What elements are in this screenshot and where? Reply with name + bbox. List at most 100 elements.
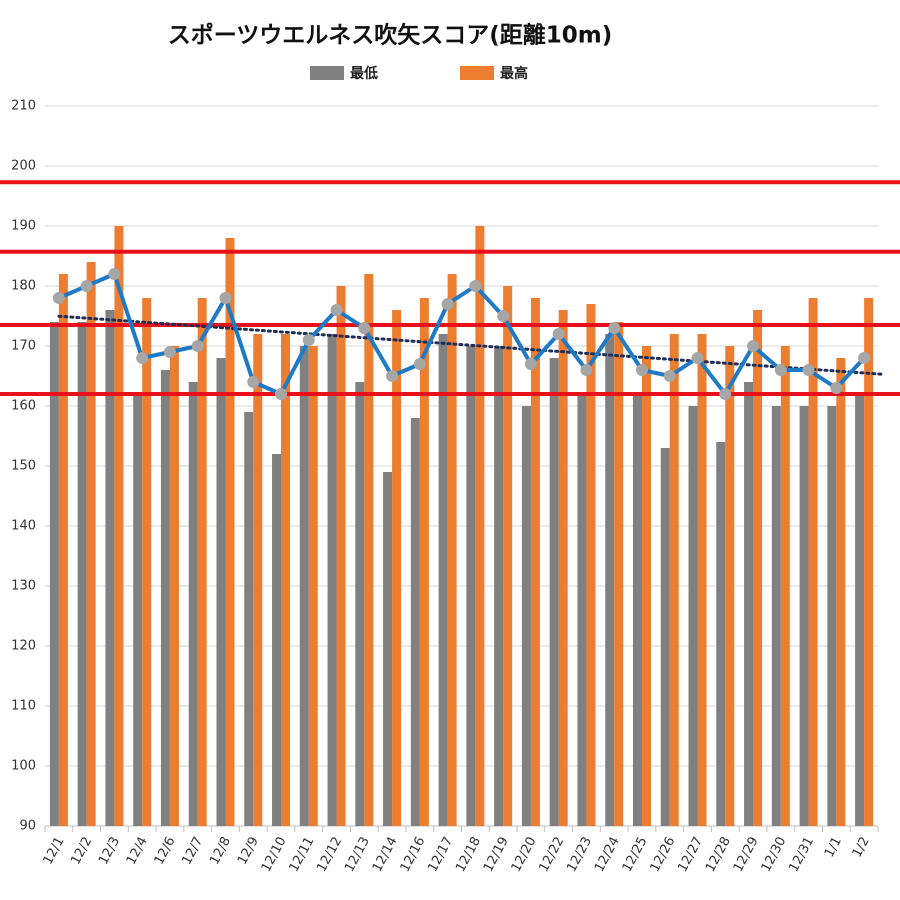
line-marker bbox=[774, 364, 787, 376]
line-marker bbox=[663, 370, 676, 382]
y-tick-label: 180 bbox=[11, 279, 36, 294]
x-tick-label: 12/28 bbox=[703, 834, 734, 874]
line-marker bbox=[497, 310, 510, 322]
bar bbox=[327, 334, 337, 826]
y-tick-label: 130 bbox=[11, 579, 36, 594]
x-tick-label: 12/14 bbox=[370, 834, 401, 874]
line-marker bbox=[219, 292, 232, 304]
bar bbox=[688, 406, 698, 826]
y-tick-label: 160 bbox=[11, 399, 36, 414]
bar bbox=[725, 346, 735, 826]
bar bbox=[836, 358, 846, 826]
bar bbox=[308, 346, 318, 826]
y-tick-label: 190 bbox=[11, 219, 36, 234]
bar bbox=[780, 346, 790, 826]
bar bbox=[808, 298, 818, 826]
bar bbox=[521, 406, 531, 826]
bar bbox=[753, 310, 763, 826]
line-marker bbox=[747, 340, 760, 352]
y-tick-label: 90 bbox=[19, 819, 36, 834]
bar bbox=[77, 322, 87, 826]
x-tick-label: 12/18 bbox=[453, 834, 484, 874]
x-tick-label: 12/2 bbox=[68, 834, 95, 867]
bar bbox=[410, 418, 420, 826]
x-tick-label: 12/3 bbox=[96, 834, 123, 867]
bar bbox=[632, 394, 642, 826]
line-marker bbox=[691, 352, 704, 364]
x-tick-label: 12/23 bbox=[564, 834, 595, 874]
bar bbox=[197, 298, 207, 826]
line-marker bbox=[191, 340, 204, 352]
legend-swatch bbox=[310, 66, 344, 80]
bar bbox=[86, 262, 96, 826]
bar bbox=[641, 346, 651, 826]
x-tick-label: 12/13 bbox=[342, 834, 373, 874]
line-marker bbox=[441, 298, 454, 310]
bar bbox=[336, 286, 346, 826]
bar bbox=[669, 334, 679, 826]
bar bbox=[503, 286, 513, 826]
line-marker bbox=[469, 280, 482, 292]
line-marker bbox=[247, 376, 260, 388]
line-marker bbox=[552, 328, 565, 340]
bar bbox=[253, 334, 263, 826]
line-marker bbox=[719, 388, 732, 400]
bar bbox=[744, 382, 754, 826]
line-marker bbox=[413, 358, 426, 370]
line-marker bbox=[52, 292, 65, 304]
x-tick-label: 12/25 bbox=[620, 834, 651, 874]
x-tick-label: 1/2 bbox=[850, 834, 873, 860]
x-tick-label: 12/30 bbox=[759, 834, 790, 874]
x-tick-label: 12/20 bbox=[509, 834, 540, 874]
bar bbox=[549, 358, 559, 826]
bar bbox=[494, 346, 504, 826]
x-tick-label: 12/27 bbox=[675, 834, 706, 874]
bar bbox=[799, 406, 809, 826]
y-tick-label: 100 bbox=[11, 759, 36, 774]
bar bbox=[188, 382, 198, 826]
bar bbox=[225, 238, 235, 826]
x-tick-label: 12/22 bbox=[536, 834, 567, 874]
line-marker bbox=[524, 358, 537, 370]
bar bbox=[392, 310, 402, 826]
y-tick-label: 120 bbox=[11, 639, 36, 654]
y-tick-label: 140 bbox=[11, 519, 36, 534]
legend-swatch bbox=[460, 66, 494, 80]
line-marker bbox=[275, 388, 288, 400]
bar bbox=[133, 394, 143, 826]
line-marker bbox=[358, 322, 371, 334]
bar bbox=[475, 226, 485, 826]
chart-title: スポーツウエルネス吹矢スコア(距離10m) bbox=[168, 22, 613, 49]
line-marker bbox=[580, 364, 593, 376]
x-tick-label: 1/1 bbox=[822, 834, 845, 860]
line-series bbox=[58, 272, 866, 396]
bar bbox=[142, 298, 152, 826]
y-tick-label: 170 bbox=[11, 339, 36, 354]
x-tick-label: 12/6 bbox=[152, 834, 179, 867]
bar bbox=[447, 274, 457, 826]
x-tick-label: 12/4 bbox=[124, 834, 151, 867]
bar bbox=[558, 310, 568, 826]
bar bbox=[855, 394, 865, 826]
x-tick-label: 12/19 bbox=[481, 834, 512, 874]
line-marker bbox=[635, 364, 648, 376]
x-tick-label: 12/9 bbox=[235, 834, 262, 867]
bar bbox=[438, 334, 448, 826]
bar bbox=[864, 298, 874, 826]
line-marker bbox=[80, 280, 93, 292]
bar bbox=[577, 394, 587, 826]
line-marker bbox=[163, 346, 176, 358]
bar bbox=[272, 454, 282, 826]
x-tick-label: 12/12 bbox=[314, 834, 345, 874]
legend-label: 最低 bbox=[350, 65, 378, 82]
y-tick-label: 210 bbox=[11, 99, 36, 114]
bar bbox=[58, 274, 68, 826]
line-marker bbox=[858, 352, 871, 364]
line-marker bbox=[108, 268, 121, 280]
bar bbox=[244, 412, 254, 826]
y-tick-label: 150 bbox=[11, 459, 36, 474]
x-tick-label: 12/24 bbox=[592, 834, 623, 874]
bar bbox=[614, 322, 624, 826]
